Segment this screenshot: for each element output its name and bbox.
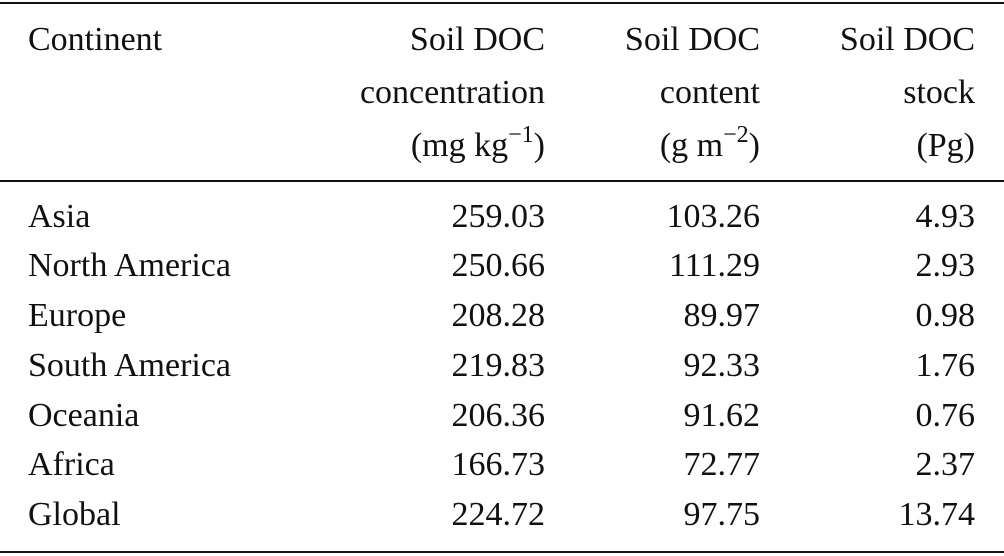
header-stock-line2: stock <box>903 74 975 111</box>
cell-stock: 1.76 <box>915 347 976 384</box>
cell-content: 72.77 <box>683 446 761 483</box>
header-content: Soil DOC content (g m−2) <box>625 13 760 172</box>
cell-concentration: 250.66 <box>451 247 546 284</box>
header-stock: Soil DOC stock (Pg) <box>840 13 975 172</box>
cell-content: 92.33 <box>683 347 761 384</box>
cell-content: 91.62 <box>683 397 761 434</box>
header-content-line2: content <box>659 74 760 111</box>
cell-stock: 13.74 <box>898 496 976 533</box>
header-stock-line1: Soil DOC <box>839 21 975 58</box>
cell-continent: Africa <box>28 446 115 483</box>
cell-continent: South America <box>28 347 232 384</box>
cell-content: 103.26 <box>666 198 761 235</box>
cell-continent: Asia <box>28 198 91 235</box>
cell-continent: Global <box>28 496 121 533</box>
header-continent: Continent <box>28 13 162 66</box>
cell-content: 97.75 <box>683 496 761 533</box>
header-continent-label: Continent <box>28 21 163 58</box>
header-stock-unit: (Pg) <box>916 127 975 164</box>
header-concentration-line2: concentration <box>359 74 545 111</box>
cell-stock: 0.76 <box>915 397 976 434</box>
cell-content: 89.97 <box>683 297 761 334</box>
unit-base: (mg kg <box>410 127 509 164</box>
cell-stock: 2.93 <box>915 247 976 284</box>
header-concentration-unit: (mg kg−1) <box>360 119 545 172</box>
header-concentration-line1: Soil DOC <box>409 21 545 58</box>
unit-base: (g m <box>659 127 724 164</box>
unit-close: ) <box>533 127 545 164</box>
header-rule <box>0 180 1004 182</box>
cell-continent: North America <box>28 247 231 284</box>
cell-concentration: 166.73 <box>451 446 546 483</box>
header-content-line1: Soil DOC <box>624 21 760 58</box>
cell-concentration: 224.72 <box>451 496 546 533</box>
cell-stock: 2.37 <box>915 446 976 483</box>
bottom-rule <box>0 551 1004 553</box>
header-content-unit: (g m−2) <box>625 119 760 172</box>
unit-exponent: −2 <box>723 121 749 148</box>
cell-continent: Oceania <box>28 397 140 434</box>
cell-concentration: 206.36 <box>451 397 546 434</box>
cell-stock: 4.93 <box>915 198 976 235</box>
header-concentration: Soil DOC concentration (mg kg−1) <box>360 13 545 172</box>
cell-content: 111.29 <box>669 247 760 284</box>
unit-exponent: −1 <box>508 121 534 148</box>
cell-stock: 0.98 <box>915 297 976 334</box>
cell-concentration: 219.83 <box>451 347 546 384</box>
unit-close: ) <box>748 127 760 164</box>
top-rule <box>0 2 1004 4</box>
cell-concentration: 259.03 <box>451 198 546 235</box>
cell-concentration: 208.28 <box>451 297 546 334</box>
cell-continent: Europe <box>28 297 127 334</box>
